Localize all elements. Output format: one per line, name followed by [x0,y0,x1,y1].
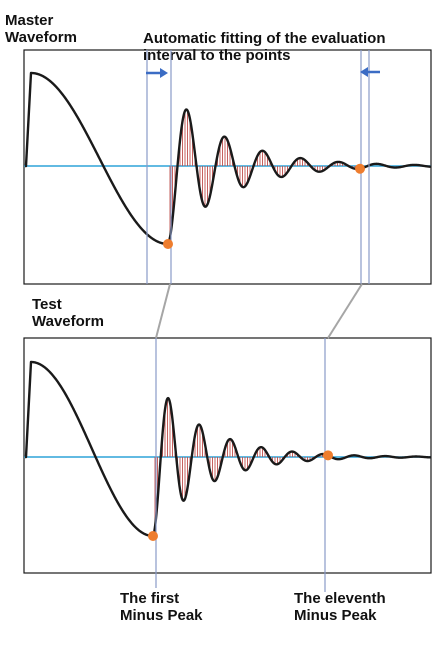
minus-peak-marker [148,531,158,541]
fit-caption: Automatic fitting of the evaluation inte… [143,30,386,64]
minus-peak-marker [323,450,333,461]
master-waveform-label: Master Waveform [5,12,77,46]
master-waveform-group [24,50,432,284]
connector-eleventh-peak [327,283,363,339]
test-waveform-group [24,338,432,592]
arrow-left-icon [360,67,380,77]
test-label-line1: Test [32,296,62,313]
master-frame [23,49,432,285]
test-label-line2: Waveform [32,313,104,330]
test-waveform-label: Test Waveform [32,296,104,330]
minus-peak-marker [163,239,173,249]
fit-caption-line2: interval to the points [143,47,291,64]
fit-caption-line1: Automatic fitting of the evaluation [143,30,386,47]
first-peak-line1: The first [120,590,180,607]
arrow-right-icon [146,68,168,78]
waveform-curve [24,71,432,246]
master-label-line2: Waveform [5,29,77,46]
eleventh-peak-line1: The eleventh [294,590,386,607]
test-frame [23,337,432,574]
eleventh-minus-peak-label: The eleventh Minus Peak [294,590,386,624]
eleventh-peak-line2: Minus Peak [294,607,377,624]
master-label-line1: Master [5,12,54,29]
waveform-curve [24,360,432,538]
connector-first-peak [155,283,171,339]
first-peak-line2: Minus Peak [120,607,203,624]
minus-peak-marker [355,163,365,174]
first-minus-peak-label: The first Minus Peak [120,590,203,624]
